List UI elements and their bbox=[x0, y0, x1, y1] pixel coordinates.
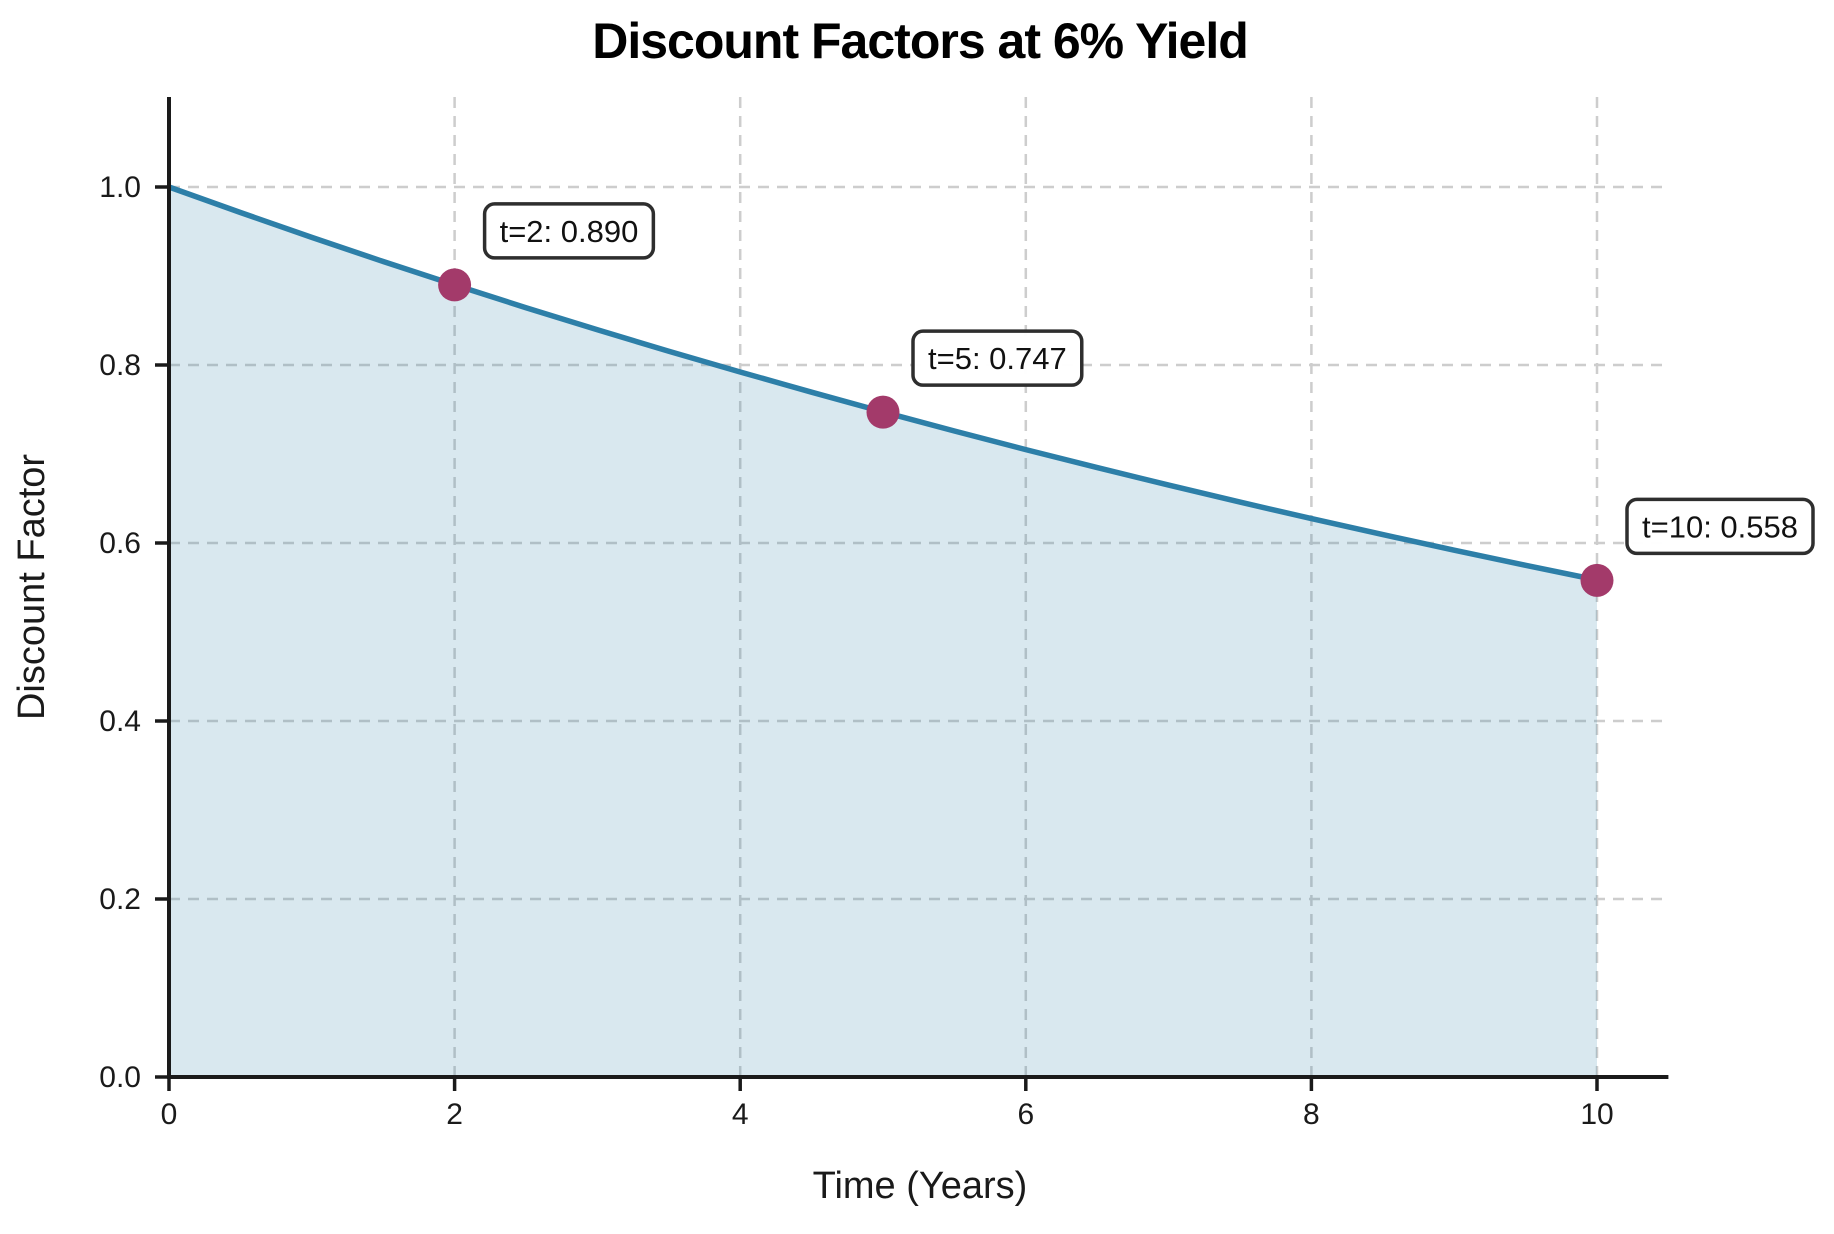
data-point-marker bbox=[1580, 563, 1614, 597]
annotation: t=10: 0.558 bbox=[1625, 497, 1815, 556]
annotation-label: t=10: 0.558 bbox=[1642, 509, 1798, 544]
area-fill bbox=[169, 187, 1597, 1077]
x-tick-label: 10 bbox=[1580, 1098, 1613, 1131]
y-tick-label: 0.4 bbox=[99, 705, 141, 738]
y-tick-label: 1.0 bbox=[99, 171, 141, 204]
annotations-layer: t=2: 0.890 t=5: 0.747 t=10: 0.558 bbox=[482, 202, 1815, 556]
annotation-label: t=5: 0.747 bbox=[928, 341, 1067, 376]
y-tick-label: 0.0 bbox=[99, 1061, 141, 1094]
markers-layer bbox=[438, 268, 1614, 597]
data-point-marker bbox=[438, 268, 472, 302]
x-tick-label: 2 bbox=[446, 1098, 463, 1131]
y-tick-label: 0.8 bbox=[99, 349, 141, 382]
annotation-box bbox=[482, 202, 656, 260]
x-tick-label: 8 bbox=[1303, 1098, 1320, 1131]
axes-layer: 0 2 4 6 8 10 0.0 0.2 0.4 0.6 0.8 1.0 bbox=[99, 97, 1669, 1131]
area-fill-layer bbox=[169, 187, 1597, 1077]
x-axis-label: Time (Years) bbox=[813, 1165, 1028, 1207]
annotation: t=2: 0.890 bbox=[482, 202, 656, 260]
x-tick-label: 6 bbox=[1017, 1098, 1034, 1131]
y-tick-label: 0.6 bbox=[99, 527, 141, 560]
x-tick-label: 4 bbox=[732, 1098, 749, 1131]
annotation-label: t=2: 0.890 bbox=[500, 214, 639, 249]
annotation: t=5: 0.747 bbox=[911, 329, 1084, 387]
data-point-marker bbox=[866, 395, 900, 429]
x-tick-label: 0 bbox=[161, 1098, 178, 1131]
annotation-box bbox=[1625, 497, 1815, 556]
chart-title: Discount Factors at 6% Yield bbox=[592, 13, 1248, 69]
annotation-box bbox=[911, 329, 1084, 387]
y-tick-label: 0.2 bbox=[99, 883, 141, 916]
y-axis-label: Discount Factor bbox=[11, 454, 53, 720]
